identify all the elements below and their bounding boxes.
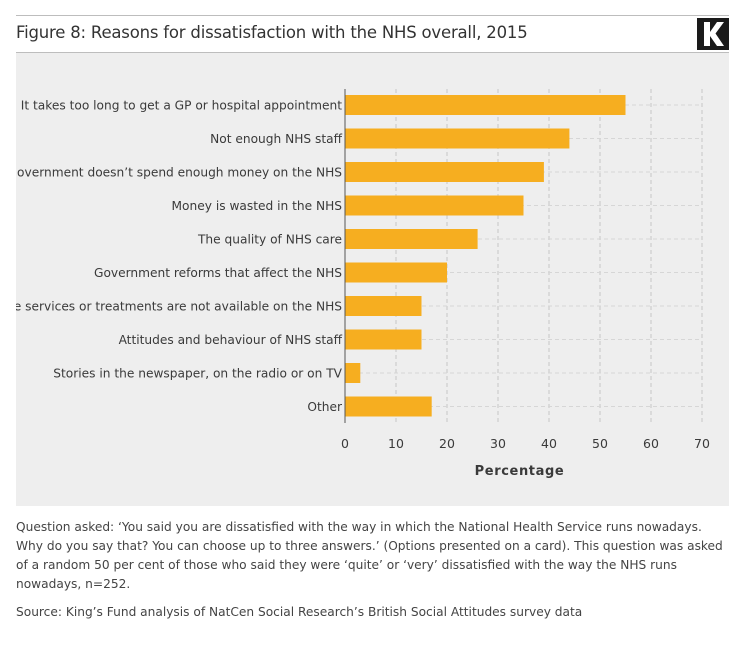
x-tick-label-50: 50 — [592, 436, 608, 451]
source-note: Source: King’s Fund analysis of NatCen S… — [16, 605, 583, 619]
x-tick-label-20: 20 — [439, 436, 455, 451]
category-label-6: Government reforms that affect the NHS — [94, 266, 342, 280]
bar-2 — [345, 128, 570, 149]
chart-panel: It takes too long to get a GP or hospita… — [16, 53, 729, 506]
notes: Question asked: ‘You said you are dissat… — [16, 518, 729, 631]
bar-7 — [345, 296, 422, 316]
x-tick-label-60: 60 — [643, 436, 659, 451]
category-label-3: The government doesn’t spend enough mone… — [16, 166, 342, 180]
category-label-8: Attitudes and behaviour of NHS staff — [119, 333, 343, 347]
bar-6 — [345, 262, 447, 283]
category-label-10: Other — [307, 400, 343, 414]
category-label-9: Stories in the newspaper, on the radio o… — [53, 367, 342, 381]
kings-fund-logo — [697, 18, 729, 50]
x-tick-label-10: 10 — [388, 436, 404, 451]
question-note: Question asked: ‘You said you are dissat… — [16, 520, 723, 591]
x-axis-title: Percentage — [475, 464, 565, 479]
bar-3 — [345, 162, 544, 182]
bar-1 — [345, 95, 626, 115]
bar-10 — [345, 396, 432, 417]
x-tick-label-0: 0 — [341, 436, 349, 451]
bar-8 — [345, 329, 422, 350]
x-tick-label-40: 40 — [541, 436, 557, 451]
category-label-1: It takes too long to get a GP or hospita… — [21, 99, 342, 113]
x-tick-label-70: 70 — [694, 436, 710, 451]
category-label-2: Not enough NHS staff — [210, 132, 342, 146]
top-rule — [16, 15, 729, 16]
category-label-4: Money is wasted in the NHS — [172, 199, 343, 213]
title-rule — [16, 52, 729, 53]
category-label-5: The quality of NHS care — [197, 233, 342, 247]
category-label-7: Some services or treatments are not avai… — [16, 300, 342, 314]
bar-chart: It takes too long to get a GP or hospita… — [16, 89, 710, 479]
x-tick-label-30: 30 — [490, 436, 506, 451]
figure-title: Figure 8: Reasons for dissatisfaction wi… — [16, 23, 528, 42]
bar-4 — [345, 195, 524, 216]
logo-k-icon — [697, 18, 729, 50]
bar-5 — [345, 229, 478, 249]
bar-9 — [345, 363, 361, 383]
